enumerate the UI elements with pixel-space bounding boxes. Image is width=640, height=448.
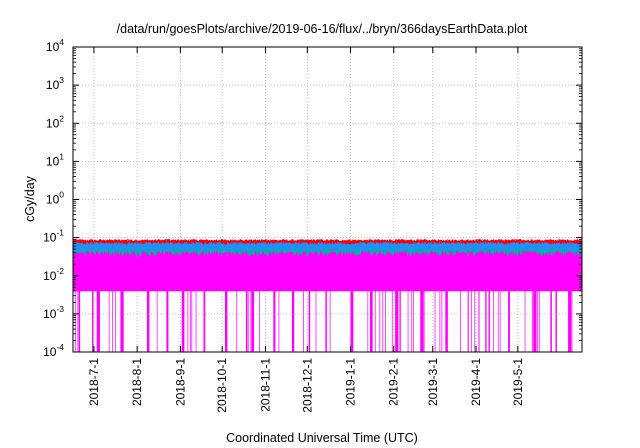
dropout-spike	[78, 290, 81, 352]
series-line	[72, 238, 583, 245]
x-tick-label: 2018-7-1	[87, 358, 101, 406]
dropout-spike	[120, 290, 124, 352]
dropout-spike	[204, 290, 206, 352]
plot-frame	[72, 46, 583, 353]
y-tick-label: 10-1	[43, 228, 64, 245]
dropout-spike	[325, 290, 327, 352]
y-tick-label: 10-2	[43, 266, 64, 283]
dropout-spike	[225, 290, 228, 352]
x-tick-label: 2018-9-1	[173, 358, 187, 406]
dropout-spike	[445, 290, 448, 352]
dropout-spike	[350, 290, 354, 352]
x-axis-label: Coordinated Universal Time (UTC)	[226, 431, 418, 445]
dropout-spike	[308, 290, 311, 352]
x-tick-label: 2019-1-1	[344, 358, 358, 406]
x-tick-label: 2019-5-1	[511, 358, 525, 406]
dropout-spike	[273, 290, 276, 352]
dropout-spike	[568, 290, 572, 352]
y-tick-label: 103	[46, 75, 64, 92]
dropout-spike	[96, 290, 100, 352]
dropout-spike	[181, 290, 185, 352]
dropout-spike	[251, 290, 255, 352]
y-tick-label: 102	[46, 113, 64, 130]
dropout-spike	[555, 290, 557, 352]
dropout-spike	[467, 290, 469, 352]
x-tick-label: 2018-10-1	[215, 358, 229, 413]
dropout-spike	[533, 290, 537, 352]
dropout-spike	[488, 290, 490, 352]
x-tick-label: 2018-8-1	[130, 358, 144, 406]
plot-area	[72, 238, 583, 352]
dropout-spike	[395, 290, 399, 352]
y-axis-label: cGy/day	[23, 175, 37, 222]
x-tick-label: 2019-2-1	[387, 358, 401, 406]
dropout-spike	[420, 290, 424, 352]
series-line	[72, 241, 583, 249]
x-tick-label: 2019-4-1	[469, 358, 483, 406]
y-tick-label: 104	[46, 37, 64, 54]
x-tick-label: 2018-11-1	[258, 358, 272, 412]
y-tick-label: 10-3	[43, 304, 64, 321]
chart-title: /data/run/goesPlots/archive/2019-06-16/f…	[117, 22, 528, 36]
x-tick-label: 2018-12-1	[300, 358, 314, 413]
dropout-spike	[508, 290, 510, 352]
dropout-spike	[146, 290, 150, 352]
dropout-spike	[370, 290, 373, 352]
y-tick-label: 101	[46, 151, 64, 168]
y-tick-label: 10-4	[43, 342, 64, 359]
dropout-spike	[291, 290, 295, 352]
y-tick-label: 100	[46, 190, 64, 207]
x-tick-label: 2019-3-1	[426, 358, 440, 406]
